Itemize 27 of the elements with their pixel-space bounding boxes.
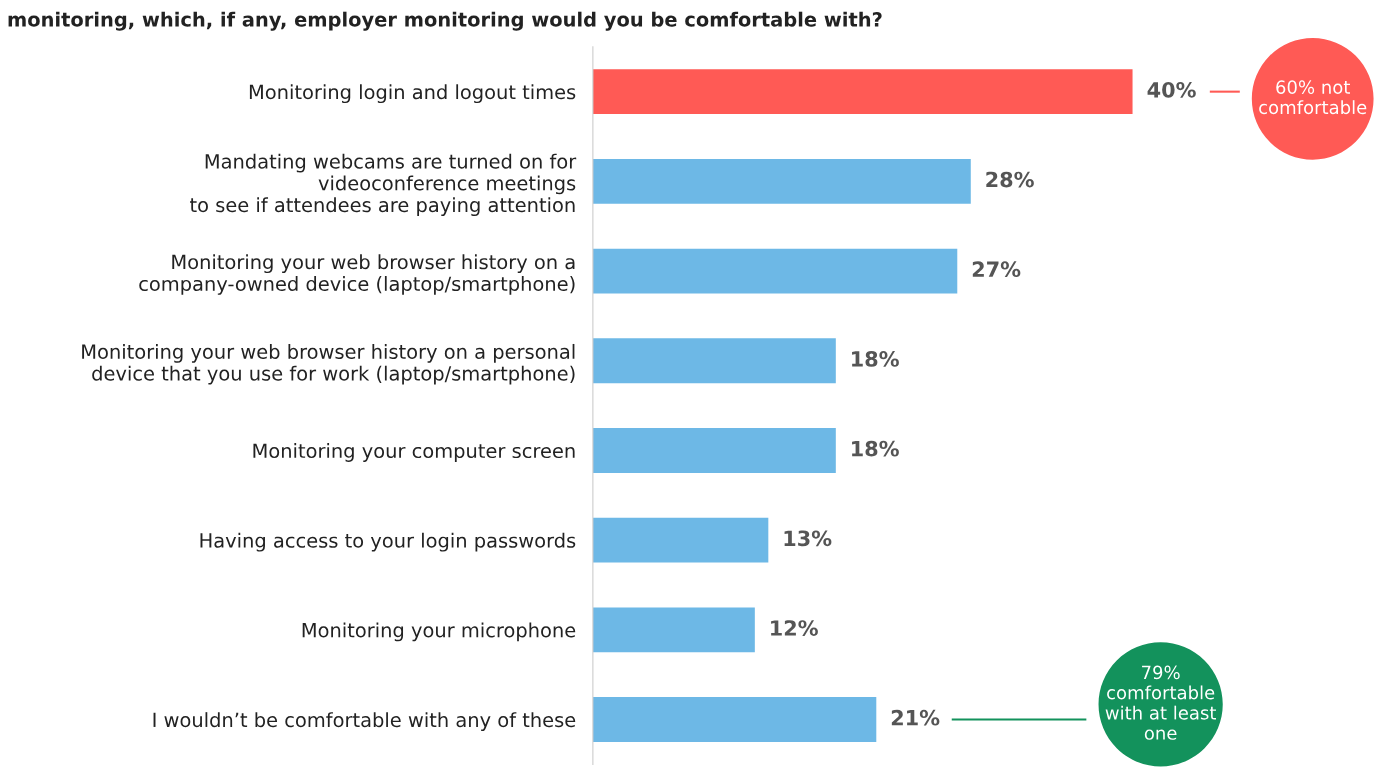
bar	[592, 69, 1133, 115]
y-tick-label: I wouldn’t be comfortable with any of these	[153, 712, 576, 731]
data-label: 21%	[891, 709, 940, 726]
bar	[592, 158, 971, 204]
bar	[592, 338, 836, 384]
data-label: 40%	[1147, 81, 1196, 98]
y-tick-label: Monitoring your web browser history on a company-owned device (laptop/smartphone)	[139, 254, 575, 295]
y-tick-label: Monitoring your web browser history on a personal device that you use for work (laptop/smartphone)	[82, 343, 575, 385]
bar	[592, 607, 755, 653]
data-label: 18%	[852, 351, 899, 367]
y-tick-label: Mandating webcams are turned on for videoconference meetings to see if attendees are paying attention	[190, 153, 577, 217]
y-tick-label: Monitoring your computer screen	[253, 443, 575, 462]
data-label: 18%	[852, 440, 899, 457]
data-label: 27%	[972, 261, 1021, 278]
bar	[592, 517, 769, 563]
data-label: 28%	[986, 171, 1034, 188]
text: 60% not comfortable	[1259, 80, 1367, 115]
chart-title: monitoring, which, if any, employer monitoring would you be comfortable with?	[8, 11, 882, 31]
bar	[592, 697, 877, 742]
bar	[592, 248, 958, 294]
data-label: 12%	[771, 620, 818, 636]
y-tick-label: Having access to your login passwords	[200, 532, 576, 552]
y-tick-label: Monitoring your microphone	[302, 622, 576, 642]
y-tick-label: Monitoring login and logout times	[249, 84, 576, 104]
data-label: 13%	[784, 530, 832, 547]
annotation: 79% comfortable with at least one	[1105, 665, 1217, 740]
bar	[592, 428, 836, 473]
